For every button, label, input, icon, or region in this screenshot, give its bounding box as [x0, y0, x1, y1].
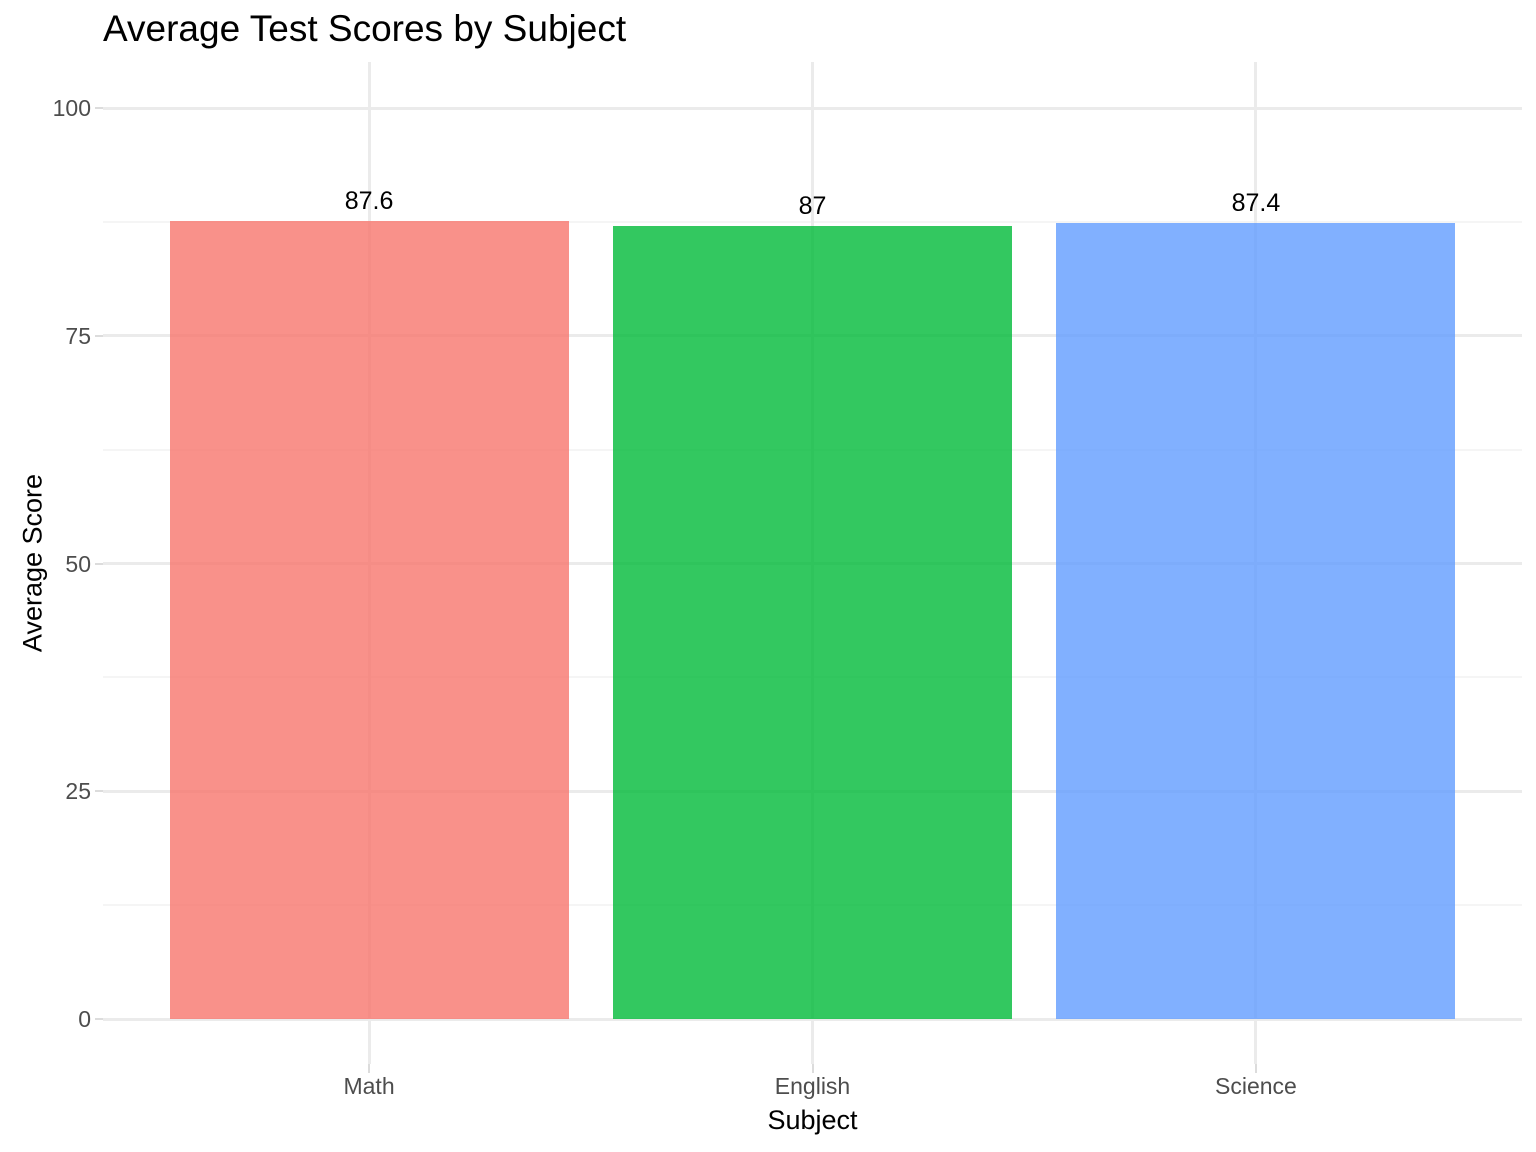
bar-value-label: 87.4 [1231, 188, 1281, 217]
y-axis-tick-label: 100 [52, 95, 91, 121]
chart-title: Average Test Scores by Subject [103, 8, 627, 49]
y-axis-tick [95, 562, 103, 565]
y-axis-tick [95, 790, 103, 793]
y-axis-tick-label: 75 [65, 322, 91, 349]
x-axis-tick-label: Math [343, 1073, 395, 1099]
y-axis-tick [95, 1018, 103, 1020]
y-axis-tick-label: 25 [65, 778, 91, 805]
bar-english [612, 226, 1013, 1019]
y-axis-tick [95, 334, 103, 337]
x-axis-tick-label: English [774, 1073, 851, 1099]
y-axis-tick [95, 107, 103, 109]
y-axis-tick-label: 0 [78, 1006, 91, 1032]
x-axis-tick [811, 1064, 814, 1073]
bar-value-label: 87.6 [344, 186, 394, 215]
x-axis-tick [1254, 1064, 1257, 1073]
x-axis-title: Subject [767, 1105, 858, 1135]
y-axis-tick-label: 50 [65, 550, 91, 577]
bar-value-label: 87 [798, 192, 827, 221]
x-axis-tick-label: Science [1215, 1073, 1297, 1099]
bar-math [169, 220, 569, 1019]
y-axis-title: Average Score [17, 473, 48, 653]
x-axis-tick [368, 1064, 371, 1073]
bar-science [1056, 222, 1456, 1019]
